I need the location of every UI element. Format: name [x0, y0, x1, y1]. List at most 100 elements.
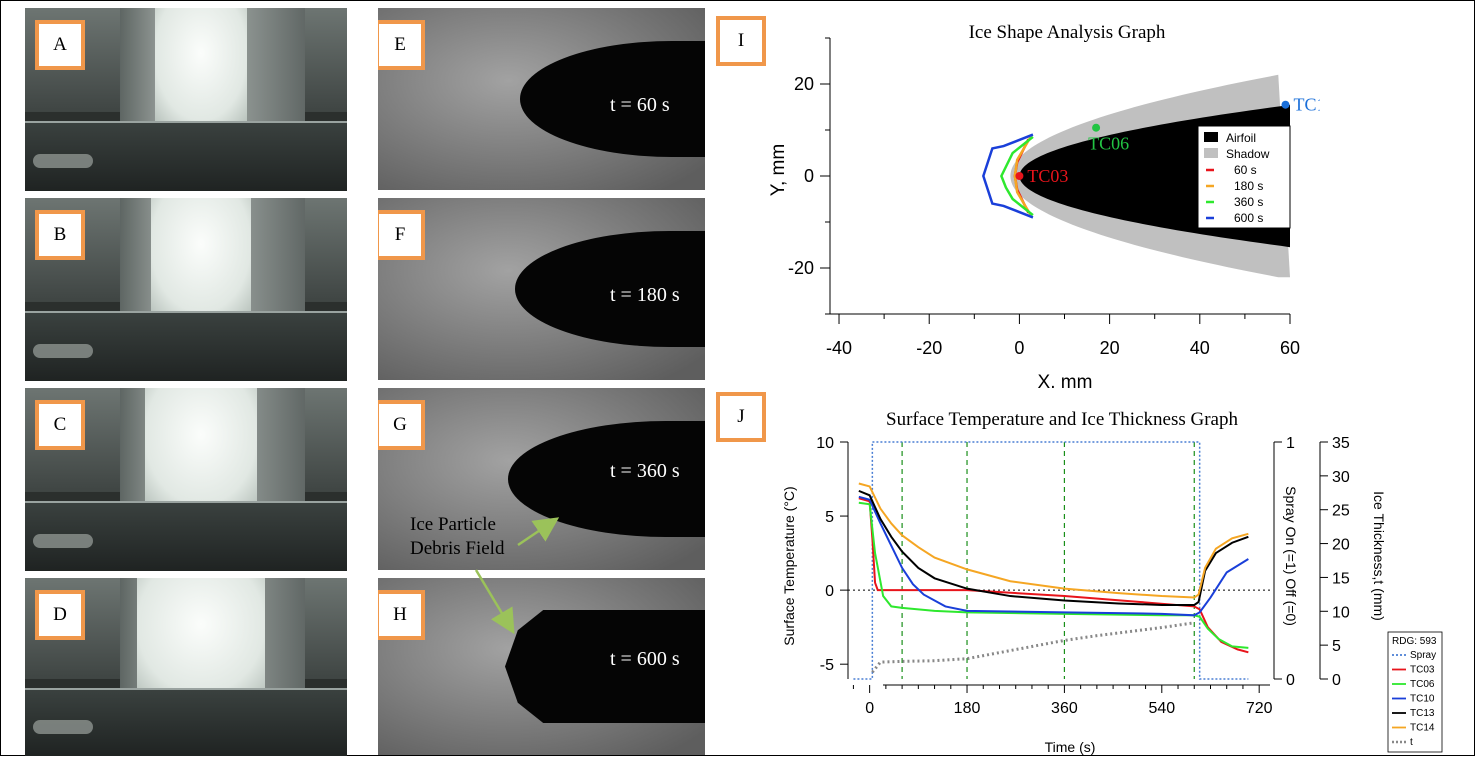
y-tick-label: 5	[825, 509, 834, 526]
sensor-label: TC06	[1088, 134, 1129, 154]
photo-left-block	[120, 8, 155, 122]
photo-floor-edge	[25, 311, 347, 314]
photo-reflection	[33, 154, 93, 169]
legend-swatch	[1204, 148, 1218, 158]
series-TC14	[858, 482, 1249, 599]
chart-title: Surface Temperature and Ice Thickness Gr…	[886, 409, 1238, 430]
legend-label: TC10	[1410, 694, 1435, 705]
test-section-photo: B	[25, 198, 347, 381]
sensor-point	[1281, 100, 1290, 109]
legend-box	[1387, 631, 1443, 753]
photo-left-block	[120, 198, 155, 312]
series-TC10	[858, 495, 1249, 617]
sensor-label: TC10	[1293, 95, 1320, 115]
y-tick-label: 0	[804, 166, 814, 186]
legend-label: Shadow	[1226, 147, 1270, 161]
test-section-photo: D	[25, 578, 347, 756]
panel-tag-j: J	[716, 392, 766, 442]
photo-ice-region	[151, 198, 251, 313]
x-tick-label: -40	[826, 338, 852, 358]
y3-tick-label: 0	[1332, 672, 1341, 689]
panel-tag: E	[378, 20, 425, 70]
time-label: t = 60 s	[610, 94, 670, 116]
y-tick-label: -20	[788, 258, 814, 278]
legend-title: RDG: 593	[1392, 636, 1437, 647]
photo-right-block	[247, 198, 305, 312]
y-axis-label: Y, mm	[768, 144, 789, 196]
panel-tag: G	[378, 400, 425, 450]
y2-tick-label: 0	[1286, 672, 1295, 689]
x-tick-label: 0	[865, 700, 874, 717]
photo-ice-region	[137, 578, 265, 694]
time-label: t = 360 s	[610, 460, 680, 482]
y3-axis-label: Ice Thickness,t (mm)	[1371, 491, 1387, 621]
panel-tag: A	[35, 20, 85, 70]
legend-label: 180 s	[1234, 179, 1263, 193]
schlieren-photo: t = 60 s E	[378, 8, 705, 190]
x-tick-label: 40	[1190, 338, 1210, 358]
test-section-photo: C	[25, 388, 347, 571]
series-TC06	[858, 501, 1249, 649]
annotation-line-2: Debris Field	[410, 538, 505, 559]
photo-ice-region	[155, 8, 247, 122]
series-t	[871, 621, 1195, 674]
panel-tag-i: I	[716, 16, 766, 66]
x-tick-label: 20	[1100, 338, 1120, 358]
y-tick-label: 20	[794, 74, 814, 94]
photo-floor-edge	[25, 688, 347, 691]
test-section-photo: A	[25, 8, 347, 191]
panel-tag: D	[35, 590, 85, 640]
x-axis-label: Time (s)	[1045, 739, 1096, 755]
photo-reflection	[33, 534, 93, 549]
y-axis-label: Surface Temperature (°C)	[781, 486, 797, 645]
photo-reflection	[33, 720, 93, 735]
x-tick-label: 180	[954, 700, 981, 717]
y3-tick-label: 15	[1332, 570, 1350, 587]
y3-tick-label: 5	[1332, 638, 1341, 655]
legend-label: 360 s	[1234, 195, 1263, 209]
ice-outline-360s	[1000, 135, 1034, 217]
x-axis-label: X, mm	[1038, 372, 1093, 388]
photo-ice-region	[145, 388, 257, 505]
debris-field-annotation: Ice Particle Debris Field	[410, 513, 504, 561]
sensor-point	[1092, 123, 1101, 132]
legend-swatch	[1204, 132, 1218, 142]
y3-tick-label: 35	[1332, 435, 1350, 452]
legend-label: TC14	[1410, 723, 1435, 734]
photo-floor-edge	[25, 121, 347, 124]
legend-label: Spray	[1410, 650, 1436, 661]
sensor-label: TC03	[1027, 166, 1068, 186]
ice-outline-180s	[1013, 136, 1032, 216]
y-tick-label: 10	[816, 435, 834, 452]
x-tick-label: 360	[1051, 700, 1078, 717]
schlieren-photo: t = 180 s F	[378, 198, 705, 380]
time-label: t = 180 s	[610, 284, 680, 306]
y2-tick-label: 1	[1286, 435, 1295, 452]
time-label: t = 600 s	[610, 648, 680, 670]
panel-tag: B	[35, 210, 85, 260]
x-tick-label: 60	[1280, 338, 1300, 358]
series-TC13	[858, 489, 1249, 606]
legend-label: TC03	[1410, 665, 1435, 676]
panel-tag: C	[35, 400, 85, 450]
y3-tick-label: 30	[1332, 469, 1350, 486]
x-tick-label: 720	[1246, 700, 1273, 717]
annotation-line-1: Ice Particle	[410, 514, 496, 535]
x-tick-label: -20	[916, 338, 942, 358]
ice-outline-600s	[982, 133, 1034, 219]
legend-label: TC06	[1410, 679, 1435, 690]
debris-arrow-lower	[474, 569, 515, 635]
legend-label: TC13	[1410, 708, 1435, 719]
panel-tag: F	[378, 210, 425, 260]
series-Spray	[853, 441, 1249, 680]
y3-tick-label: 10	[1332, 604, 1350, 621]
schlieren-photo: t = 600 s H	[378, 578, 705, 755]
y-tick-label: -5	[820, 657, 834, 674]
sensor-point	[1015, 172, 1024, 180]
y-tick-label: 0	[825, 583, 834, 600]
y2-axis-label: Spray On (=1) Off (=0)	[1283, 486, 1299, 626]
photo-reflection	[33, 344, 93, 359]
x-tick-label: 0	[1014, 338, 1024, 358]
